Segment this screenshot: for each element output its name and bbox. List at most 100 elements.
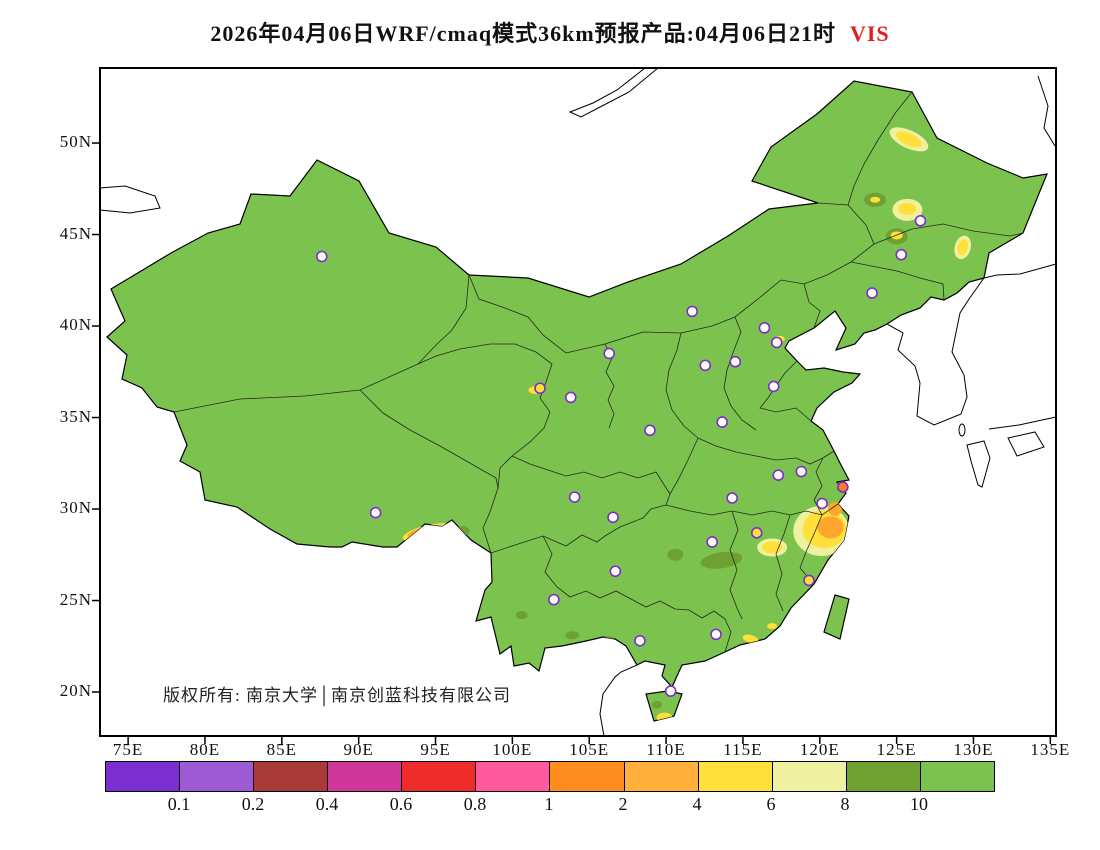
forecast-patch-yellow <box>898 202 917 215</box>
colorbar-labels: 0.1 0.2 0.4 0.6 0.8 1 2 4 6 8 10 <box>105 794 993 820</box>
shikoku-island <box>1007 431 1045 457</box>
colorbar-boundary-label: 2 <box>618 794 628 814</box>
colorbar-segment <box>179 762 254 791</box>
city-marker <box>837 481 849 493</box>
kyushu-island <box>966 440 991 488</box>
city-marker <box>866 287 878 299</box>
lon-tick-label: 75E <box>112 740 144 759</box>
colorbar-boundary-label: 0.8 <box>463 794 487 814</box>
city-marker <box>758 322 771 334</box>
colorbar-segment <box>919 762 994 791</box>
city-marker <box>686 305 699 318</box>
colorbar-boundary-label: 0.4 <box>315 794 339 814</box>
colorbar-segment <box>845 762 920 791</box>
title-text: 2026年04月06日WRF/cmaq模式36km预报产品:04月06日21时 <box>210 21 836 46</box>
city-marker <box>369 506 382 519</box>
city-marker <box>644 424 656 437</box>
city-marker <box>729 355 742 368</box>
city-marker <box>795 465 808 478</box>
city-marker <box>607 511 619 524</box>
forecast-patch-olive <box>515 611 528 620</box>
colorbar-boundary-label: 0.1 <box>167 794 191 814</box>
lon-tick-label: 120E <box>799 740 840 759</box>
china-mainland <box>106 80 1048 689</box>
forecast-patch-yellow <box>895 131 922 148</box>
colorbar-legend <box>105 761 995 792</box>
colorbar-segment <box>771 762 846 791</box>
city-marker <box>706 536 718 548</box>
copyright-notice: 版权所有: 南京大学│南京创蓝科技有限公司 <box>163 686 512 705</box>
lat-tick-label: 45N <box>59 223 92 243</box>
lon-tick-label: 125E <box>876 740 917 759</box>
city-marker <box>716 416 728 428</box>
forecast-patch-olive <box>565 631 580 640</box>
lon-tick-label: 115E <box>723 740 763 759</box>
lon-tick-label: 85E <box>266 740 298 759</box>
city-marker <box>568 491 581 503</box>
lon-tick-label: 100E <box>492 740 533 759</box>
colorbar-segment <box>549 762 624 791</box>
forecast-patch-yellow <box>957 239 968 256</box>
city-marker <box>710 628 722 641</box>
city-marker <box>750 527 763 539</box>
colorbar-segment <box>106 762 180 791</box>
city-marker <box>315 250 328 263</box>
colorbar-boundary-label: 6 <box>766 794 776 814</box>
lon-tick-label: 80E <box>189 740 221 759</box>
city-marker <box>895 248 908 261</box>
lat-tick-label: 30N <box>59 498 92 518</box>
axis-ticks <box>92 142 1052 744</box>
lat-tick-label: 20N <box>59 681 92 701</box>
lat-tick-label: 35N <box>59 406 92 426</box>
vietnam-coast <box>599 664 638 737</box>
colorbar-boundary-label: 0.6 <box>389 794 413 814</box>
city-marker <box>816 497 828 510</box>
china-landmass <box>106 80 1048 722</box>
forecast-patch-orange <box>817 516 844 539</box>
forecast-patch-yellow <box>742 634 759 644</box>
city-marker <box>726 492 738 504</box>
forecast-patch-olive <box>667 548 684 561</box>
primorye-coast <box>983 263 1057 279</box>
lon-tick-label: 95E <box>420 740 451 759</box>
lon-tick-label: 90E <box>343 740 374 759</box>
page-title: 2026年04月06日WRF/cmaq模式36km预报产品:04月06日21时 V… <box>0 16 1100 48</box>
city-marker <box>603 347 616 360</box>
forecast-patch-yellow <box>762 541 783 554</box>
city-markers-layer <box>315 215 927 697</box>
lon-tick-label: 130E <box>953 740 994 759</box>
city-marker <box>664 685 677 697</box>
colorbar-segment <box>253 762 328 791</box>
city-marker <box>803 574 815 587</box>
lat-tick-label: 40N <box>59 315 92 335</box>
forecast-patch-yellow <box>870 196 881 203</box>
colorbar-boundary-label: 0.2 <box>241 794 265 814</box>
province-borders <box>173 91 1024 653</box>
lat-tick-label: 50N <box>59 132 92 152</box>
honshu-coast <box>988 416 1057 430</box>
colorbar-segment <box>327 762 402 791</box>
variable-label: VIS <box>849 21 890 46</box>
city-marker <box>548 593 560 606</box>
colorbar-segment <box>475 762 550 791</box>
colorbar-boundary-label: 1 <box>544 794 554 814</box>
lon-tick-label: 135E <box>1030 740 1071 759</box>
colorbar-segment <box>697 762 772 791</box>
lat-tick-label: 25N <box>59 589 92 609</box>
colorbar-boundary-label: 4 <box>692 794 702 814</box>
city-marker <box>699 359 712 372</box>
city-marker <box>634 634 646 647</box>
city-marker <box>770 336 783 349</box>
tsushima-island <box>958 423 966 437</box>
taiwan-island <box>823 594 850 640</box>
city-marker <box>564 391 577 404</box>
city-marker <box>534 382 546 395</box>
city-marker <box>772 469 785 481</box>
context-open-coast-lines <box>599 75 1057 737</box>
forecast-patch-yellow <box>767 623 778 630</box>
city-marker <box>609 565 622 578</box>
hainan-island <box>645 690 683 722</box>
lon-tick-label: 110E <box>646 740 686 759</box>
map-frame <box>99 67 1057 737</box>
